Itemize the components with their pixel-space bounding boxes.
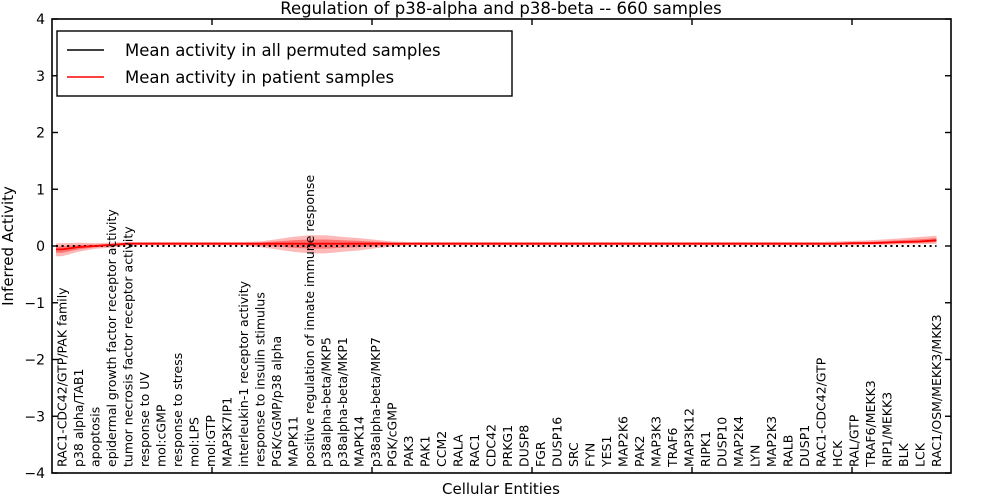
x-category-label: p38alpha-beta/MKP5 [319,337,334,467]
legend-label-patient: Mean activity in patient samples [125,68,394,87]
x-category-label: LCK [913,442,928,467]
x-category-label: CCM2 [434,431,449,467]
x-category-label: DUSP1 [797,425,812,467]
x-category-label: p38alpha-beta/MKP1 [335,337,350,467]
x-category-label: RAC1-CDC42/GTP/PAK family [55,287,70,467]
x-category-label: mol:cGMP [154,404,169,467]
x-axis-label: Cellular Entities [442,480,560,498]
x-category-label: MAP2K4 [731,416,746,467]
y-tick-label: 4 [36,12,45,28]
x-category-label: YES1 [599,436,614,468]
x-category-label: HCK [830,440,845,467]
x-category-label: response to insulin stimulus [253,292,268,467]
y-tick-label: 0 [36,239,45,255]
x-category-label: MAP2K3 [764,416,779,467]
x-category-label: MAP3K12 [682,408,697,467]
x-category-label: RIP1/MEKK3 [880,392,895,467]
x-category-label: positive regulation of innate immune res… [302,175,317,467]
x-category-label: CDC42 [484,424,499,467]
x-category-label: MAPK14 [352,416,367,467]
x-category-label: response to UV [137,372,152,467]
x-category-label: tumor necrosis factor receptor activity [121,226,136,467]
x-category-label: DUSP16 [550,417,565,467]
x-category-label: PGK/cGMP/p38 alpha [269,336,284,467]
y-axis-label: Inferred Activity [0,186,17,306]
x-category-label: BLK [896,442,911,467]
y-tick-label: −2 [24,353,45,369]
chart-title: Regulation of p38-alpha and p38-beta -- … [280,0,722,18]
x-category-label: MAPK11 [286,416,301,467]
x-category-label: RALB [781,435,796,467]
x-category-label: DUSP8 [517,425,532,467]
series-line-patient [56,239,937,251]
y-tick-labels: 4 3 2 1 0 −1 −2 −3 −4 [24,12,45,482]
x-category-label: RAL/GTP [847,414,862,467]
legend: Mean activity in all permuted samples Me… [56,30,513,97]
y-tick-label: 1 [36,182,45,198]
patient-band-area [56,235,937,257]
x-category-label: MAP2K6 [616,416,631,467]
x-category-label: RIPK1 [698,431,713,467]
legend-label-permuted: Mean activity in all permuted samples [125,41,441,60]
x-category-label: mol:GTP [203,415,218,467]
x-category-labels: RAC1-CDC42/GTP/PAK family p38 alpha/TAB1 a… [55,175,945,468]
x-category-label: p38 alpha/TAB1 [71,369,86,467]
x-category-label: SRC [566,442,581,467]
y-tick-label: −3 [24,409,45,425]
patient-band-inner [56,238,937,253]
x-category-label: TRAF6/MEKK3 [863,380,878,468]
x-category-label: TRAF6 [665,427,680,468]
legend-box [56,30,513,97]
x-category-label: interleukin-1 receptor activity [236,280,251,467]
x-category-label: PGK/cGMP [385,402,400,467]
x-category-label: DUSP10 [715,417,730,467]
x-category-label: RALA [451,434,466,467]
x-category-label: FGR [533,441,548,467]
x-category-label: PRKG1 [500,425,515,467]
x-category-label: MAP3K7IP1 [220,397,235,467]
x-category-label: MAP3K3 [649,416,664,467]
x-category-label: PAK2 [632,436,647,467]
y-tick-label: −1 [24,296,45,312]
x-category-label: PAK1 [418,436,433,467]
x-category-label: p38alpha-beta/MKP7 [368,337,383,467]
x-category-label: LYN [748,445,763,467]
x-category-label: epidermal growth factor receptor activit… [104,209,119,467]
x-category-label: FYN [583,443,598,467]
series-lines [56,239,937,251]
patient-band-outer [56,235,937,257]
x-category-label: response to stress [170,353,185,467]
x-category-label: RAC1/OSM/MEKK3/MKK3 [929,314,944,467]
x-category-label: apoptosis [88,407,103,467]
x-category-label: RAC1 [467,434,482,467]
x-category-label: mol:LPS [187,417,202,467]
y-tick-label: 3 [36,69,45,85]
y-tick-label: −4 [24,466,45,482]
y-tick-label: 2 [36,126,45,142]
x-category-label: RAC1-CDC42/GTP [814,357,829,467]
x-category-label: PAK3 [401,436,416,467]
